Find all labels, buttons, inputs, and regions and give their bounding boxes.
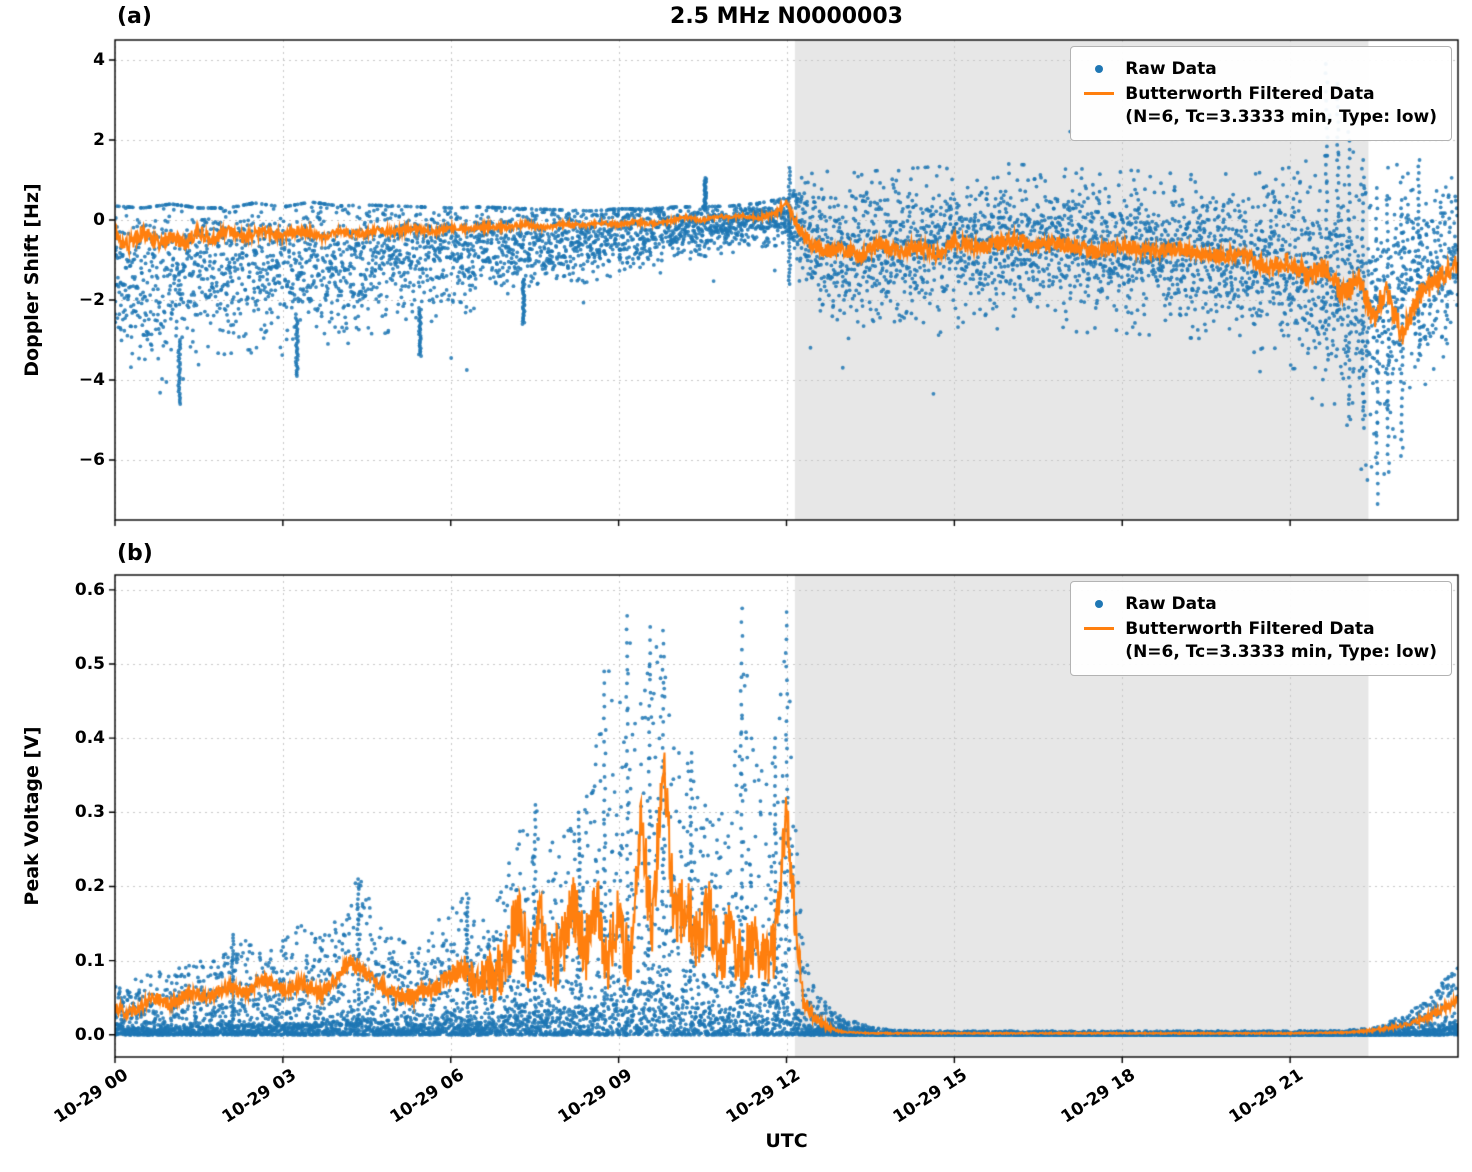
raw-data-dot-icon	[1095, 600, 1104, 608]
y-tick-label: −2	[78, 290, 105, 310]
raw-data-dot-icon	[1095, 65, 1104, 73]
y-tick-label: 0.6	[74, 579, 105, 600]
y-tick-label: 0	[93, 210, 105, 230]
x-axis-label: UTC	[765, 1130, 808, 1152]
raw-data-marker	[1081, 58, 1117, 80]
filtered-line-icon	[1084, 627, 1115, 631]
panel-a-legend: Raw Data Butterworth Filtered Data (N=6,…	[1070, 46, 1452, 141]
legend-filtered-params: (N=6, Tc=3.3333 min, Type: low)	[1125, 106, 1437, 127]
chart-title: 2.5 MHz N0000003	[670, 4, 903, 29]
panel-b-legend: Raw Data Butterworth Filtered Data (N=6,…	[1070, 581, 1452, 676]
panel-a-label: (a)	[117, 4, 152, 29]
y-tick-label: 0.1	[74, 950, 105, 971]
y-tick-label: 0.2	[74, 876, 105, 897]
panel-b-y-axis-label: Peak Voltage [V]	[21, 726, 43, 906]
legend-filtered-label: Butterworth Filtered Data	[1125, 618, 1375, 639]
raw-data-marker	[1081, 593, 1117, 615]
legend-item-filtered-data: Butterworth Filtered Data (N=6, Tc=3.333…	[1081, 618, 1437, 664]
filtered-data-marker	[1081, 83, 1117, 105]
legend-raw-data-label: Raw Data	[1125, 594, 1217, 614]
y-tick-label: 4	[93, 50, 105, 70]
y-tick-label: 0.4	[74, 728, 105, 749]
filtered-line-icon	[1084, 92, 1115, 96]
legend-raw-data-label: Raw Data	[1125, 59, 1217, 79]
y-tick-label: 2	[93, 130, 105, 150]
legend-item-raw-data: Raw Data	[1081, 58, 1437, 81]
legend-filtered-params: (N=6, Tc=3.3333 min, Type: low)	[1125, 641, 1437, 662]
legend-filtered-label: Butterworth Filtered Data	[1125, 83, 1375, 104]
filtered-data-marker	[1081, 618, 1117, 640]
y-tick-label: 0.3	[74, 802, 105, 823]
y-tick-label: −4	[78, 370, 105, 390]
panel-b-label: (b)	[117, 541, 153, 566]
legend-item-raw-data: Raw Data	[1081, 593, 1437, 616]
y-tick-label: 0.5	[74, 653, 105, 674]
y-tick-label: 0.0	[74, 1024, 105, 1045]
panel-a-y-axis-label: Doppler Shift [Hz]	[21, 183, 43, 377]
y-tick-label: −6	[78, 450, 105, 470]
legend-item-filtered-data: Butterworth Filtered Data (N=6, Tc=3.333…	[1081, 83, 1437, 129]
